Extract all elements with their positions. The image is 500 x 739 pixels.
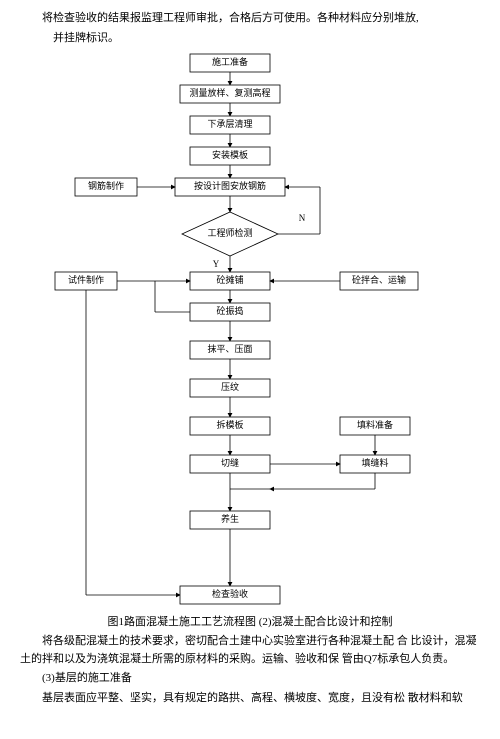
paragraph-4: 基层表面应平整、坚实，具有规定的路拱、高程、横坡度、宽度，且没有松 散材料和软: [20, 690, 480, 708]
node-strip: 拆模板: [216, 419, 243, 430]
node-spread: 砼摊铺: [216, 274, 243, 285]
node-sealant: 填缝料: [361, 457, 388, 468]
node-texture: 压纹: [221, 381, 239, 392]
node-mix: 砼拌合、运输: [352, 274, 406, 285]
node-fillprep: 填料准备: [357, 419, 393, 430]
node-prep: 施工准备: [212, 56, 248, 67]
node-specimen: 试件制作: [68, 274, 104, 285]
node-vibrate: 砼振捣: [216, 305, 243, 316]
node-cure: 养生: [221, 513, 239, 524]
label-yes: Y: [213, 259, 220, 269]
node-rebar-make: 钢筋制作: [88, 180, 124, 191]
node-inspect: 工程师检测: [207, 227, 252, 238]
paragraph-3: (3)基层的施工准备: [20, 670, 480, 688]
flowchart: 施工准备 测量放样、复测高程 下承层清理 安装模板 按设计图安放钢筋 钢筋制作 …: [20, 49, 480, 609]
figure-caption: 图1路面混凝土施工工艺流程图 (2)混凝土配合比设计和控制: [20, 613, 480, 629]
node-formwork: 安装模板: [212, 149, 248, 160]
paragraph-2: 将各级配混凝土的技术要求，密切配合土建中心实验室进行各种混凝土配 合 比设计，混…: [20, 633, 480, 668]
node-clear: 下承层清理: [207, 118, 252, 129]
node-cut: 切缝: [221, 457, 239, 468]
label-no: N: [299, 213, 306, 223]
node-trowel: 抹平、压面: [207, 343, 252, 354]
node-survey: 测量放样、复测高程: [189, 87, 270, 98]
paragraph-intro-b: 并挂牌标识。: [20, 30, 480, 48]
node-check: 检查验收: [212, 588, 248, 599]
paragraph-intro-a: 将检查验收的结果报监理工程师审批，合格后方可使用。各种材料应分别堆放,: [20, 10, 480, 28]
node-rebar: 按设计图安放钢筋: [194, 180, 266, 191]
